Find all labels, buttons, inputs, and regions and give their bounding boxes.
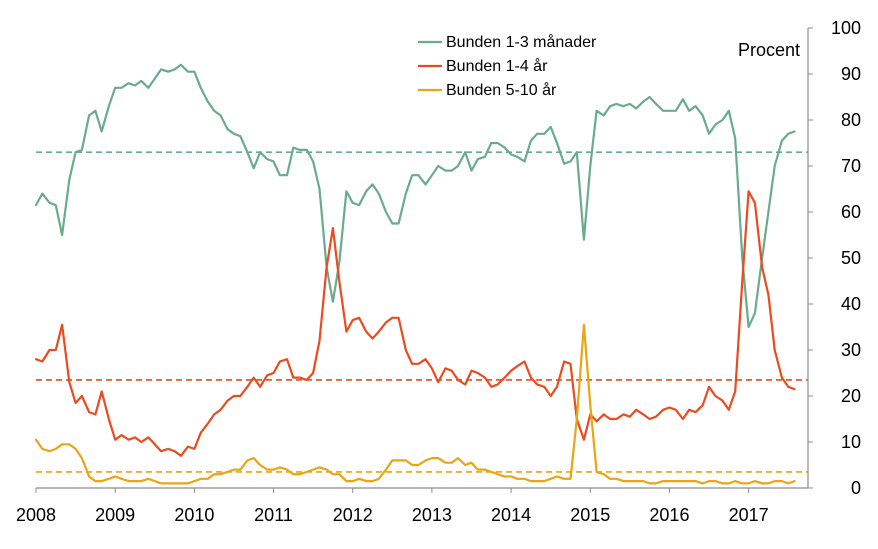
y-tick-label: 0 xyxy=(851,478,861,498)
x-tick-label: 2016 xyxy=(649,505,689,525)
legend-label: Bunden 1-3 månader xyxy=(446,33,597,51)
series-lines xyxy=(34,63,796,485)
x-tick-label: 2015 xyxy=(570,505,610,525)
x-tick-label: 2011 xyxy=(254,505,293,525)
y-tick-label: 80 xyxy=(841,110,861,130)
y-tick-label: 40 xyxy=(841,294,861,314)
series-line xyxy=(34,63,796,329)
y-tick-label: 10 xyxy=(841,432,861,452)
series-line xyxy=(34,323,796,485)
legend: Bunden 1-3 månader Bunden 1-4 år Bunden 5-… xyxy=(418,33,597,99)
y-tick-label: 60 xyxy=(841,202,861,222)
y-tick-label: 20 xyxy=(841,386,861,406)
x-tick-label: 2008 xyxy=(16,505,56,525)
series-line xyxy=(34,190,796,457)
y-tick-label: 30 xyxy=(841,340,861,360)
y-tick-label: 100 xyxy=(831,18,861,38)
average-lines xyxy=(36,151,808,473)
x-tick-label: 2012 xyxy=(333,505,373,525)
unit-label: Procent xyxy=(738,40,800,60)
legend-label: Bunden 5-10 år xyxy=(446,81,557,99)
x-tick-label: 2017 xyxy=(729,505,769,525)
x-tick-label: 2014 xyxy=(491,505,531,525)
y-tick-label: 90 xyxy=(841,64,861,84)
axes: 2008 2009 2010 2011 2012 2013 2014 2015 2016 2017… xyxy=(16,18,861,525)
x-tick-label: 2009 xyxy=(95,505,135,525)
y-tick-label: 70 xyxy=(841,156,861,176)
legend-label: Bunden 1-4 år xyxy=(446,57,548,75)
x-tick-label: 2013 xyxy=(412,505,452,525)
x-tick-label: 2010 xyxy=(174,505,214,525)
y-tick-label: 50 xyxy=(841,248,861,268)
